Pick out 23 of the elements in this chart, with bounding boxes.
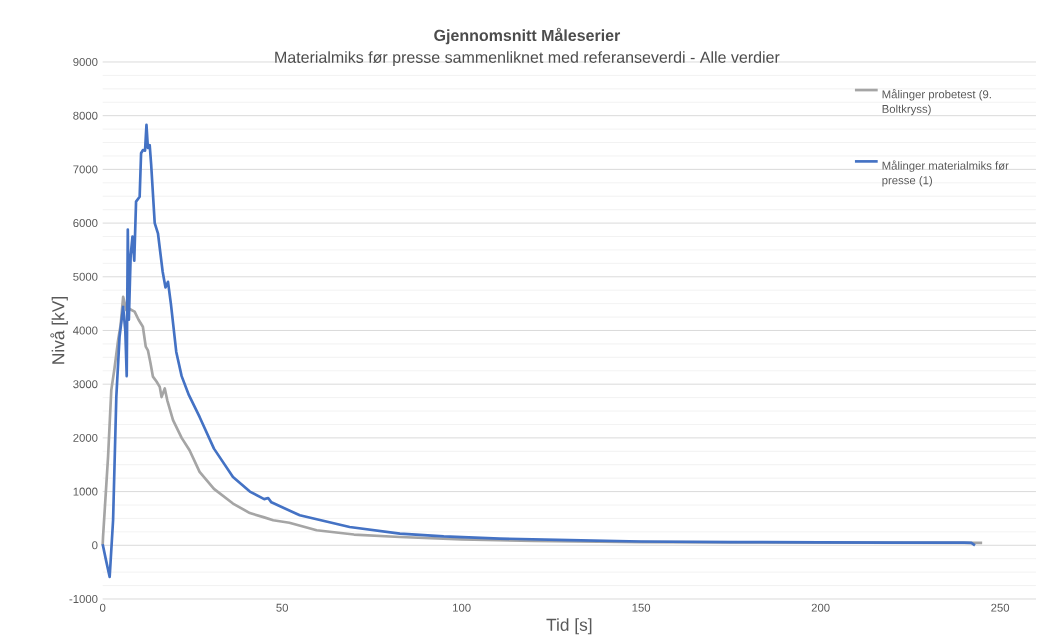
x-tick-label: 100	[453, 603, 471, 612]
y-tick-label: 0	[92, 541, 98, 550]
y-tick-label: 2000	[73, 433, 98, 442]
y-tick-label: 9000	[73, 57, 98, 66]
x-tick-label: 0	[99, 603, 106, 612]
legend-label: Målinger materialmiks før presse (1)	[882, 160, 1009, 187]
y-tick-label: 6000	[73, 219, 98, 228]
x-tick-label: 250	[991, 603, 1010, 612]
y-tick-label: 7000	[73, 165, 98, 174]
y-tick-label: 3000	[73, 380, 98, 389]
chart-title: Gjennomsnitt Måleserier	[434, 27, 621, 45]
y-tick-label: 8000	[73, 111, 98, 120]
x-axis-title: Tid [s]	[546, 618, 592, 635]
y-tick-label: -1000	[69, 594, 98, 603]
chart-subtitle: Materialmiks før presse sammenliknet med referanseverdi - Alle verdier	[275, 51, 780, 67]
legend-label: Målinger probetest (9. Boltkryss)	[882, 89, 991, 116]
x-tick-label: 50	[276, 603, 289, 612]
y-tick-label: 4000	[73, 326, 98, 335]
y-axis-title: Nivå [kV]	[50, 297, 68, 364]
x-tick-label: 200	[811, 603, 830, 612]
x-tick-label: 150	[632, 603, 651, 612]
y-tick-label: 1000	[73, 487, 98, 496]
y-tick-label: 5000	[73, 272, 98, 281]
